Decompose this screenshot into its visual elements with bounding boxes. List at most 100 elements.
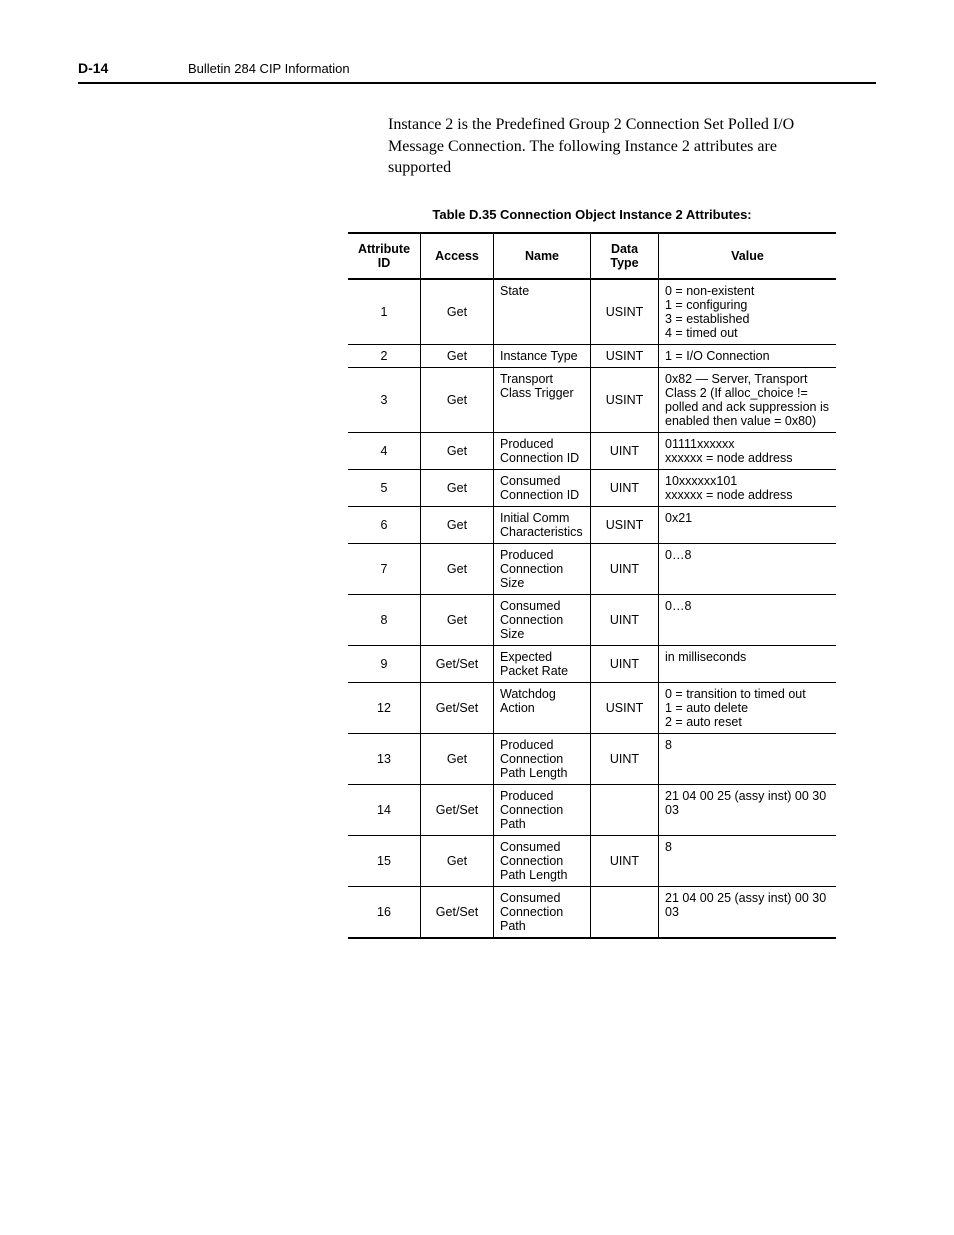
cell-access: Get	[421, 543, 494, 594]
cell-name: Produced Connection Path Length	[494, 733, 591, 784]
table-row: 2GetInstance TypeUSINT1 = I/O Connection	[348, 344, 836, 367]
cell-name: Transport Class Trigger	[494, 367, 591, 432]
cell-attribute-id: 12	[348, 682, 421, 733]
page-number: D-14	[78, 60, 188, 76]
cell-data-type: UINT	[591, 469, 659, 506]
cell-access: Get	[421, 367, 494, 432]
cell-attribute-id: 13	[348, 733, 421, 784]
cell-data-type: UINT	[591, 432, 659, 469]
cell-attribute-id: 6	[348, 506, 421, 543]
cell-value: 0…8	[659, 543, 837, 594]
table-row: 15GetConsumed Connection Path LengthUINT…	[348, 835, 836, 886]
cell-access: Get/Set	[421, 645, 494, 682]
cell-name: Expected Packet Rate	[494, 645, 591, 682]
header-title: Bulletin 284 CIP Information	[188, 61, 350, 76]
table-row: 8GetConsumed Connection SizeUINT0…8	[348, 594, 836, 645]
cell-attribute-id: 14	[348, 784, 421, 835]
cell-data-type	[591, 784, 659, 835]
running-header: D-14 Bulletin 284 CIP Information	[78, 60, 876, 76]
cell-name: Produced Connection Path	[494, 784, 591, 835]
cell-access: Get	[421, 594, 494, 645]
cell-access: Get	[421, 432, 494, 469]
table-wrapper: Attribute ID Access Name Data Type Value…	[348, 232, 836, 939]
cell-name: Instance Type	[494, 344, 591, 367]
cell-value: 1 = I/O Connection	[659, 344, 837, 367]
cell-data-type: UINT	[591, 733, 659, 784]
table-header-row: Attribute ID Access Name Data Type Value	[348, 233, 836, 279]
cell-value: 0 = non-existent1 = configuring3 = estab…	[659, 279, 837, 345]
cell-attribute-id: 8	[348, 594, 421, 645]
cell-access: Get	[421, 733, 494, 784]
cell-name: Consumed Connection Path Length	[494, 835, 591, 886]
table-row: 14Get/SetProduced Connection Path 21 04 0…	[348, 784, 836, 835]
cell-data-type: USINT	[591, 279, 659, 345]
cell-access: Get	[421, 279, 494, 345]
cell-value: 0x82 — Server, Transport Class 2 (If all…	[659, 367, 837, 432]
cell-data-type	[591, 886, 659, 938]
table-row: 1GetStateUSINT0 = non-existent1 = config…	[348, 279, 836, 345]
cell-attribute-id: 2	[348, 344, 421, 367]
table-row: 16Get/SetConsumed Connection Path 21 04 0…	[348, 886, 836, 938]
table-row: 13GetProduced Connection Path LengthUINT…	[348, 733, 836, 784]
cell-data-type: USINT	[591, 367, 659, 432]
table-row: 12Get/SetWatchdog ActionUSINT0 = transit…	[348, 682, 836, 733]
cell-attribute-id: 16	[348, 886, 421, 938]
col-access: Access	[421, 233, 494, 279]
cell-data-type: UINT	[591, 835, 659, 886]
table-row: 9Get/SetExpected Packet RateUINTin milli…	[348, 645, 836, 682]
cell-name: Initial Comm Characteristics	[494, 506, 591, 543]
table-row: 6GetInitial Comm CharacteristicsUSINT0x2…	[348, 506, 836, 543]
cell-access: Get	[421, 344, 494, 367]
cell-attribute-id: 3	[348, 367, 421, 432]
cell-data-type: USINT	[591, 682, 659, 733]
page: D-14 Bulletin 284 CIP Information Instan…	[0, 0, 954, 999]
col-data-type: Data Type	[591, 233, 659, 279]
cell-value: 01111xxxxxxxxxxxx = node address	[659, 432, 837, 469]
cell-value: 8	[659, 835, 837, 886]
cell-attribute-id: 15	[348, 835, 421, 886]
cell-access: Get	[421, 506, 494, 543]
cell-value: in milliseconds	[659, 645, 837, 682]
col-value: Value	[659, 233, 837, 279]
intro-paragraph: Instance 2 is the Predefined Group 2 Con…	[388, 114, 836, 179]
cell-access: Get/Set	[421, 682, 494, 733]
cell-value: 10xxxxxx101xxxxxx = node address	[659, 469, 837, 506]
cell-data-type: UINT	[591, 594, 659, 645]
cell-attribute-id: 7	[348, 543, 421, 594]
cell-name: Produced Connection Size	[494, 543, 591, 594]
table-body: 1GetStateUSINT0 = non-existent1 = config…	[348, 279, 836, 938]
cell-name: State	[494, 279, 591, 345]
table-caption: Table D.35 Connection Object Instance 2 …	[348, 207, 836, 222]
cell-value: 21 04 00 25 (assy inst) 00 30 03	[659, 886, 837, 938]
header-rule	[78, 82, 876, 84]
cell-name: Consumed Connection ID	[494, 469, 591, 506]
cell-attribute-id: 4	[348, 432, 421, 469]
cell-value: 0 = transition to timed out1 = auto dele…	[659, 682, 837, 733]
cell-value: 0…8	[659, 594, 837, 645]
cell-data-type: UINT	[591, 645, 659, 682]
cell-access: Get/Set	[421, 886, 494, 938]
col-attribute-id: Attribute ID	[348, 233, 421, 279]
cell-name: Consumed Connection Size	[494, 594, 591, 645]
cell-access: Get	[421, 835, 494, 886]
cell-name: Consumed Connection Path	[494, 886, 591, 938]
table-row: 5GetConsumed Connection IDUINT10xxxxxx10…	[348, 469, 836, 506]
cell-attribute-id: 1	[348, 279, 421, 345]
attributes-table: Attribute ID Access Name Data Type Value…	[348, 232, 836, 939]
table-row: 4GetProduced Connection IDUINT01111xxxxx…	[348, 432, 836, 469]
table-row: 7GetProduced Connection SizeUINT0…8	[348, 543, 836, 594]
cell-access: Get/Set	[421, 784, 494, 835]
cell-name: Produced Connection ID	[494, 432, 591, 469]
cell-name: Watchdog Action	[494, 682, 591, 733]
cell-data-type: UINT	[591, 543, 659, 594]
cell-value: 0x21	[659, 506, 837, 543]
cell-access: Get	[421, 469, 494, 506]
col-name: Name	[494, 233, 591, 279]
cell-value: 21 04 00 25 (assy inst) 00 30 03	[659, 784, 837, 835]
cell-data-type: USINT	[591, 506, 659, 543]
table-row: 3GetTransport Class TriggerUSINT0x82 — S…	[348, 367, 836, 432]
cell-value: 8	[659, 733, 837, 784]
cell-attribute-id: 9	[348, 645, 421, 682]
cell-attribute-id: 5	[348, 469, 421, 506]
cell-data-type: USINT	[591, 344, 659, 367]
